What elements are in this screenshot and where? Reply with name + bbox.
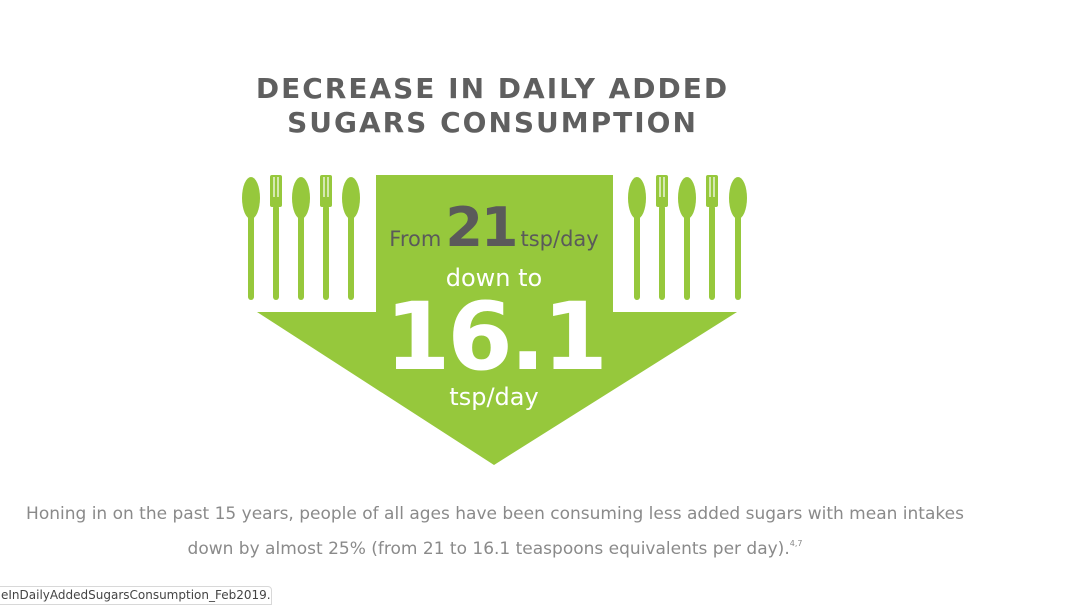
spoon-icon	[729, 177, 747, 300]
description-text: down by almost 25% (from 21 to 16.1 teas…	[187, 539, 790, 559]
footnote-ref: 4,7	[789, 539, 803, 548]
right-utensils	[628, 174, 747, 301]
arrow-shape	[257, 175, 737, 465]
spoon-icon	[678, 177, 696, 300]
to-value: 16.1	[385, 283, 608, 392]
left-utensils	[242, 174, 360, 301]
left-utensils-lower	[267, 178, 285, 300]
title-line-1: DECREASE IN DAILY ADDED	[255, 72, 730, 105]
from-value: 21	[445, 196, 518, 259]
download-file-tab[interactable]: eInDailyAddedSugarsConsumption_Feb2019.p…	[0, 586, 272, 605]
to-unit: tsp/day	[449, 383, 539, 411]
spoon-icon	[628, 177, 646, 300]
title-line-2: SUGARS CONSUMPTION	[287, 106, 698, 139]
fork-icon	[705, 174, 719, 301]
spoon-icon	[342, 177, 360, 300]
down-to-label: down to	[445, 264, 543, 292]
fork-icon	[655, 174, 669, 301]
page-title: DECREASE IN DAILY ADDED SUGARS CONSUMPTI…	[0, 72, 985, 140]
fork-icon	[319, 174, 333, 301]
spoon-icon	[242, 177, 260, 300]
description-line-1: Honing in on the past 15 years, people o…	[26, 504, 964, 524]
from-value-line: From 21 tsp/day	[376, 196, 612, 259]
spoon-icon	[292, 177, 310, 300]
from-unit: tsp/day	[520, 227, 599, 251]
from-label: From	[389, 227, 442, 251]
description-line-2: down by almost 25% (from 21 to 16.1 teas…	[0, 539, 990, 559]
